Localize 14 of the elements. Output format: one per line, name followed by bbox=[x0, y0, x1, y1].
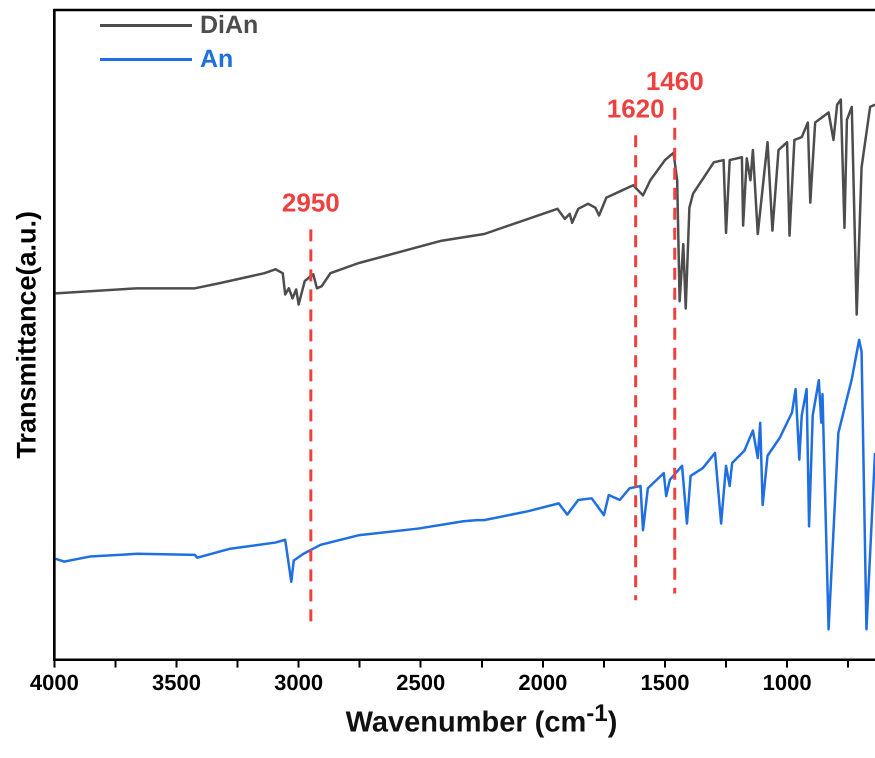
x-tick-label: 2500 bbox=[396, 670, 446, 695]
legend-label: DiAn bbox=[200, 10, 258, 40]
x-tick-label: 1000 bbox=[762, 670, 812, 695]
x-tick-label: 3500 bbox=[152, 670, 201, 695]
x-tick-label: 2000 bbox=[518, 670, 568, 695]
x-tick-label: 1500 bbox=[640, 670, 690, 695]
x-tick-label: 4000 bbox=[30, 670, 79, 695]
x-tick-label: 3000 bbox=[274, 670, 324, 695]
legend-label: An bbox=[200, 44, 234, 74]
x-axis-title: Wavenumber (cm$^{-1}$) bbox=[344, 700, 618, 740]
ref-line-label: 1460 bbox=[646, 66, 704, 96]
ref-line-label: 2950 bbox=[282, 187, 340, 218]
ref-line-label: 1620 bbox=[606, 93, 665, 124]
y-axis-title: Transmittance(a.u.) bbox=[12, 211, 42, 459]
